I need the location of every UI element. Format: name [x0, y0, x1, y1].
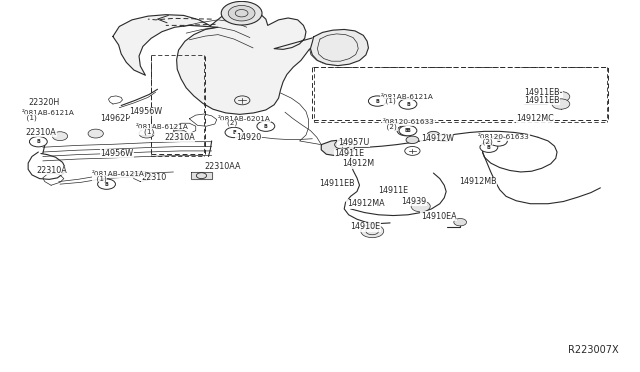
Text: ²081AB-6121A: ²081AB-6121A [92, 171, 145, 177]
Text: 14910E: 14910E [351, 222, 381, 231]
Polygon shape [113, 10, 362, 114]
Text: 22310AA: 22310AA [204, 162, 241, 171]
Text: 14910EA: 14910EA [420, 212, 456, 221]
Text: (2): (2) [383, 124, 397, 130]
Text: 14912W: 14912W [420, 134, 454, 143]
Text: (1): (1) [135, 128, 154, 135]
Circle shape [221, 1, 262, 25]
Text: (1): (1) [92, 175, 107, 182]
Text: ²08120-61633: ²08120-61633 [478, 134, 530, 140]
Text: (1): (1) [381, 98, 396, 104]
Text: B: B [264, 124, 268, 129]
Text: ²08120-61633: ²08120-61633 [383, 119, 434, 125]
Polygon shape [310, 29, 369, 65]
Text: 14957U: 14957U [338, 138, 369, 147]
Text: B: B [232, 130, 236, 135]
Text: 14911E: 14911E [379, 186, 409, 195]
Text: (1): (1) [22, 114, 36, 121]
Circle shape [427, 131, 440, 139]
Circle shape [480, 142, 498, 153]
Polygon shape [321, 140, 355, 156]
Circle shape [369, 96, 387, 106]
Text: B: B [376, 99, 380, 103]
Circle shape [399, 99, 417, 109]
Text: 14912MC: 14912MC [516, 114, 554, 123]
Text: 14956W: 14956W [129, 107, 162, 116]
Text: 14911EB: 14911EB [524, 96, 559, 105]
Text: 22310A: 22310A [26, 128, 56, 137]
Circle shape [225, 127, 243, 138]
Circle shape [454, 218, 467, 226]
Polygon shape [191, 172, 212, 179]
Circle shape [29, 137, 47, 147]
Text: 14911EB: 14911EB [319, 179, 355, 187]
Circle shape [257, 121, 275, 131]
Text: 22310A: 22310A [36, 166, 67, 175]
Text: ²081AB-6121A: ²081AB-6121A [22, 110, 75, 116]
Text: ²081AB-6201A: ²081AB-6201A [218, 116, 271, 122]
Text: B: B [487, 145, 491, 150]
Circle shape [438, 134, 451, 142]
Text: 22310A: 22310A [164, 133, 195, 142]
Circle shape [172, 130, 188, 139]
Circle shape [411, 201, 430, 212]
Text: 14939: 14939 [401, 197, 427, 206]
Text: B: B [406, 102, 410, 106]
Circle shape [406, 136, 419, 144]
Text: ²081AB-6121A: ²081AB-6121A [381, 94, 433, 100]
Circle shape [552, 99, 570, 109]
Circle shape [98, 179, 115, 189]
Text: (2): (2) [218, 120, 237, 126]
Circle shape [361, 224, 384, 238]
Text: B: B [497, 138, 500, 144]
Circle shape [228, 6, 255, 21]
Circle shape [88, 129, 103, 138]
Circle shape [399, 125, 417, 136]
Text: B: B [404, 128, 408, 133]
Text: B: B [105, 182, 108, 187]
Text: 14912MB: 14912MB [459, 177, 497, 186]
Circle shape [52, 132, 68, 141]
Text: 22310: 22310 [141, 173, 167, 182]
Text: 14912MA: 14912MA [347, 199, 385, 208]
Text: 14911EB-: 14911EB- [524, 89, 563, 97]
Text: (2): (2) [478, 138, 493, 145]
Text: R223007X: R223007X [568, 345, 618, 355]
Circle shape [552, 92, 570, 102]
Text: 14920: 14920 [236, 133, 261, 142]
Text: 14912M: 14912M [342, 159, 374, 169]
Text: B: B [36, 139, 40, 144]
Text: 14962P: 14962P [100, 114, 130, 123]
Text: 14956W: 14956W [100, 149, 133, 158]
Circle shape [490, 136, 508, 146]
Circle shape [139, 129, 154, 138]
Circle shape [397, 125, 415, 136]
Text: ²081AB-6121A: ²081AB-6121A [135, 124, 188, 130]
Text: B: B [406, 128, 410, 133]
Text: 22320H: 22320H [28, 99, 60, 108]
Text: 14911E: 14911E [334, 149, 364, 158]
